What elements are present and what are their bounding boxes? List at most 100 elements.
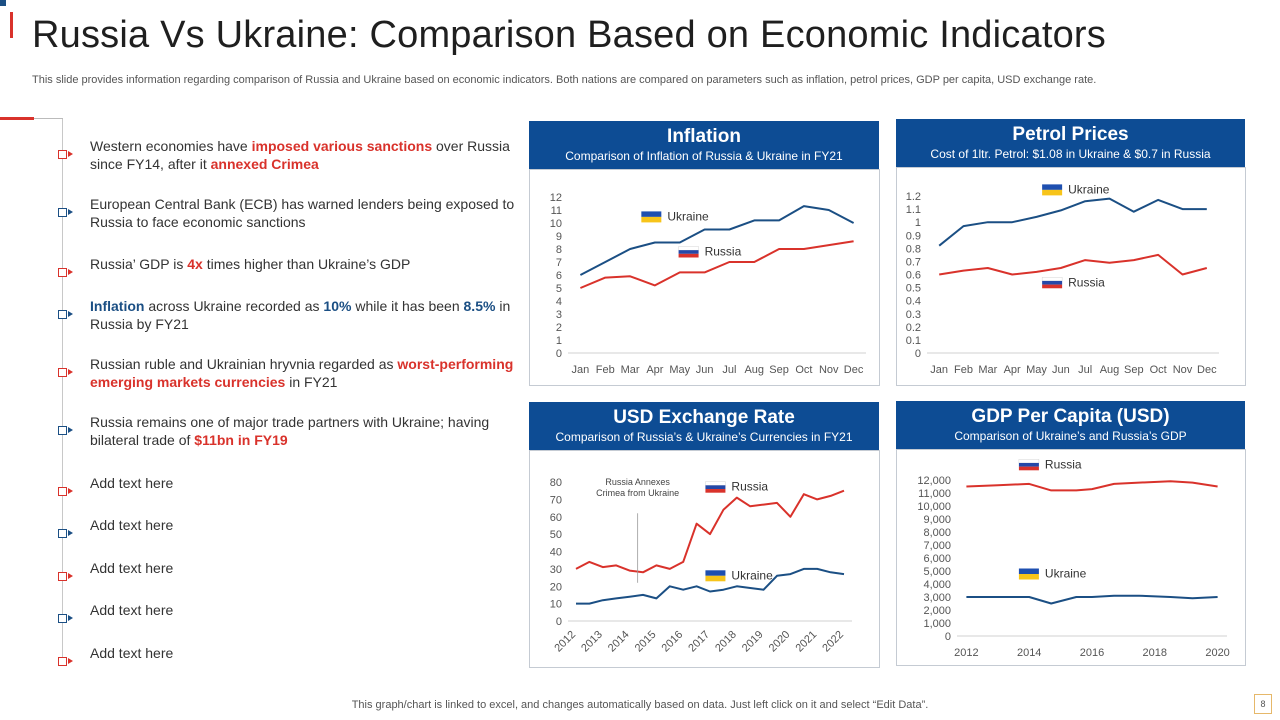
x-tick-label: 2018: [1143, 647, 1167, 659]
petrol-header: Petrol Prices Cost of 1ltr. Petrol: $1.0…: [896, 119, 1245, 167]
legend-label-russia: Russia: [731, 480, 768, 494]
y-tick-label: 60: [550, 512, 562, 524]
x-tick-label: 2019: [740, 629, 766, 655]
x-tick-label: Nov: [1173, 364, 1193, 376]
bullet-text-span: over Russia since FY14, after it: [90, 138, 510, 172]
bullet-arrow-icon: [68, 209, 73, 215]
y-tick-label: 11,000: [918, 488, 951, 500]
y-tick-label: 11: [551, 205, 562, 217]
ukraine-flag-icon: [641, 211, 662, 217]
annotation-text: Crimea from Ukraine: [596, 488, 679, 498]
x-tick-label: 2015: [633, 629, 659, 655]
y-tick-label: 1,000: [923, 618, 951, 630]
y-tick-label: 10: [550, 599, 562, 611]
bullet-arrow-icon: [68, 427, 73, 433]
x-tick-label: Mar: [978, 364, 997, 376]
y-tick-label: 2: [556, 322, 562, 334]
bullet-text-span: Add text here: [90, 475, 174, 491]
y-tick-label: 4: [556, 296, 562, 308]
x-tick-label: Sep: [769, 364, 789, 376]
divider-accent: [0, 117, 34, 120]
bullet-text-span: Russia’ GDP is: [90, 256, 188, 272]
bullet-marker: [58, 426, 67, 435]
y-tick-label: 0.6: [906, 270, 921, 282]
x-tick-label: Dec: [844, 364, 864, 376]
y-tick-label: 0: [915, 348, 921, 360]
y-tick-label: 7: [556, 257, 562, 269]
page-subtitle: This slide provides information regardin…: [32, 74, 1097, 86]
bullet-arrow-icon: [68, 573, 73, 579]
russia-flag-icon: [1041, 277, 1063, 282]
y-tick-label: 0.5: [906, 283, 921, 295]
x-tick-label: Jun: [1052, 364, 1070, 376]
ukraine-flag-icon: [705, 570, 726, 576]
y-tick-label: 6,000: [923, 553, 951, 565]
russia-flag-icon: [1018, 466, 1039, 471]
bullet-highlight: annexed Crimea: [210, 156, 319, 172]
inflation-header: Inflation Comparison of Inflation of Rus…: [529, 121, 879, 169]
bullet-text: Russia’ GDP is 4x times higher than Ukra…: [90, 255, 530, 273]
y-tick-label: 0.3: [906, 309, 921, 321]
bullet-arrow-icon: [68, 615, 73, 621]
bullet-arrow-icon: [68, 658, 73, 664]
russia-flag-icon: [705, 485, 726, 490]
x-tick-label: 2016: [660, 629, 686, 655]
bullet-marker: [58, 657, 67, 666]
legend-label-ukraine: Ukraine: [1068, 182, 1110, 196]
gdp-header: GDP Per Capita (USD) Comparison of Ukrai…: [896, 401, 1245, 449]
ukraine-flag-icon: [1018, 568, 1039, 574]
russia-flag-icon: [1018, 459, 1040, 464]
y-tick-label: 12: [550, 192, 562, 204]
bullet-text-span: Add text here: [90, 645, 174, 661]
x-tick-label: 2020: [767, 629, 793, 655]
bullet-text-span: European Central Bank (ECB) has warned l…: [90, 196, 515, 230]
bullet-text-span: Add text here: [90, 560, 174, 576]
ukraine-flag-icon: [1018, 574, 1039, 580]
y-tick-label: 10,000: [917, 501, 951, 513]
russia-series-line: [939, 253, 1208, 276]
russia-flag-icon: [705, 481, 726, 486]
russia-flag-icon: [678, 250, 699, 254]
russia-flag-icon: [1042, 284, 1063, 289]
y-tick-label: 20: [550, 581, 562, 593]
corner-square: [0, 0, 6, 6]
ukraine-flag-icon: [705, 575, 726, 582]
y-tick-label: 10: [550, 218, 562, 230]
x-tick-label: May: [669, 364, 690, 376]
bullet-highlight: imposed various sanctions: [251, 138, 433, 154]
ukraine-flag-icon: [1042, 184, 1063, 190]
bullet-text-span: in Russia by FY21: [90, 298, 511, 332]
x-tick-label: Nov: [819, 364, 839, 376]
y-tick-label: 0.4: [906, 296, 921, 308]
x-tick-label: 2021: [793, 629, 819, 655]
y-tick-label: 2,000: [923, 605, 951, 617]
y-tick-label: 3,000: [923, 592, 951, 604]
bullet-text-span: times higher than Ukraine’s GDP: [202, 256, 411, 272]
russia-flag-icon: [678, 246, 699, 251]
bullet-text-span: while it has been: [351, 298, 464, 314]
y-tick-label: 8,000: [923, 527, 951, 539]
x-tick-label: 2016: [1080, 647, 1104, 659]
legend-label-russia: Russia: [705, 245, 742, 259]
x-tick-label: Mar: [621, 364, 640, 376]
x-tick-label: Apr: [1004, 364, 1021, 376]
x-tick-label: Feb: [596, 364, 615, 376]
x-tick-label: 2020: [1205, 647, 1229, 659]
usd-title: USD Exchange Rate: [613, 407, 795, 428]
bullet-highlight: worst-performing emerging markets curren…: [90, 356, 514, 390]
usd-chart-panel: 0 10 20 30 40 50 60 70 80 2012 2013 2014 2015 2016 201…: [529, 450, 880, 668]
russia-series-line: [575, 489, 845, 574]
y-tick-label: 0.7: [906, 256, 921, 268]
bullet-text-span: Russian ruble and Ukrainian hryvnia rega…: [90, 356, 398, 372]
y-tick-label: 9: [556, 231, 562, 243]
russia-flag-icon: [1018, 462, 1039, 467]
y-tick-label: 30: [550, 564, 562, 576]
bullet-text: Western economies have imposed various s…: [90, 137, 530, 173]
gdp-title: GDP Per Capita (USD): [971, 406, 1170, 427]
y-tick-label: 0.9: [906, 230, 921, 242]
x-tick-label: Jan: [572, 364, 590, 376]
russia-flag-icon: [1042, 280, 1063, 285]
x-tick-label: Sep: [1124, 364, 1144, 376]
